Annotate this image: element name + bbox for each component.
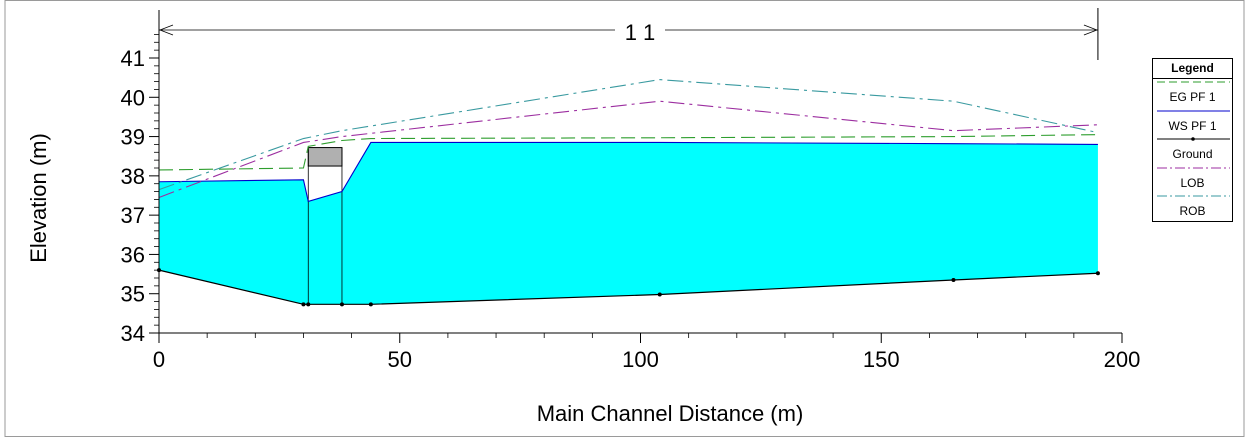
y-axis-label: Elevation (m) bbox=[26, 133, 51, 263]
legend-label-ground: Ground bbox=[1172, 147, 1213, 162]
x-tick-label: 150 bbox=[863, 347, 900, 372]
y-tick-label: 40 bbox=[121, 85, 145, 110]
legend-swatch-rob bbox=[1157, 195, 1230, 197]
x-tick-label: 100 bbox=[622, 347, 659, 372]
legend-label-eg: EG PF 1 bbox=[1169, 90, 1216, 104]
legend-entry-lob: LOB bbox=[1153, 165, 1232, 194]
y-tick-label: 35 bbox=[121, 282, 145, 307]
y-tick-label: 34 bbox=[121, 321, 145, 346]
legend-entry-rob: ROB bbox=[1153, 193, 1232, 222]
ground-point bbox=[951, 277, 956, 282]
ground-point bbox=[1095, 271, 1100, 276]
legend-entry-ws: WS PF 1 bbox=[1153, 108, 1232, 137]
y-tick-label: 37 bbox=[121, 203, 145, 228]
legend-entry-eg: EG PF 1 bbox=[1153, 79, 1232, 108]
x-axis-label: Main Channel Distance (m) bbox=[537, 401, 804, 426]
legend-swatch-ground bbox=[1157, 137, 1230, 141]
series-line-rob bbox=[158, 79, 1099, 191]
culvert-deck bbox=[307, 147, 343, 167]
series-line-eg-pf-1 bbox=[158, 134, 1098, 171]
series-line-ws-pf-1 bbox=[158, 141, 1098, 203]
x-tick-label: 50 bbox=[388, 347, 412, 372]
legend-label-rob: ROB bbox=[1179, 204, 1206, 219]
legend-label-ws: WS PF 1 bbox=[1168, 118, 1217, 133]
y-tick-label: 41 bbox=[121, 46, 145, 71]
legend: Legend EG PF 1 WS PF 1 Ground LOB ROB bbox=[1152, 58, 1233, 222]
legend-swatch-eg bbox=[1157, 81, 1230, 83]
legend-entry-ground: Ground bbox=[1153, 136, 1232, 165]
y-tick-label: 39 bbox=[121, 125, 145, 150]
ground-point bbox=[306, 302, 311, 307]
water-area bbox=[159, 142, 1098, 305]
culvert-opening bbox=[308, 166, 342, 202]
ground-point bbox=[339, 302, 344, 307]
legend-swatch-lob bbox=[1157, 167, 1230, 169]
plot-area bbox=[159, 142, 1098, 305]
y-tick-label: 38 bbox=[121, 164, 145, 189]
legend-swatch-ws bbox=[1157, 110, 1230, 112]
y-tick-label: 36 bbox=[121, 242, 145, 267]
axes: 34 35 36 37 38 39 40 41 0 50 100 150 200 bbox=[121, 8, 1141, 372]
series-line-lob bbox=[158, 100, 1098, 198]
reach-arrow-right bbox=[1083, 24, 1099, 36]
x-tick-label: 0 bbox=[153, 347, 165, 372]
x-tick-label: 200 bbox=[1104, 347, 1141, 372]
ground-point bbox=[301, 302, 306, 307]
ground-point bbox=[657, 292, 662, 297]
ground-point bbox=[368, 302, 373, 307]
legend-label-lob: LOB bbox=[1180, 175, 1205, 190]
reach-label: 1 1 bbox=[625, 20, 656, 45]
chart-marks bbox=[157, 79, 1100, 307]
legend-title: Legend bbox=[1153, 59, 1232, 79]
reach-arrow-left bbox=[158, 24, 174, 36]
